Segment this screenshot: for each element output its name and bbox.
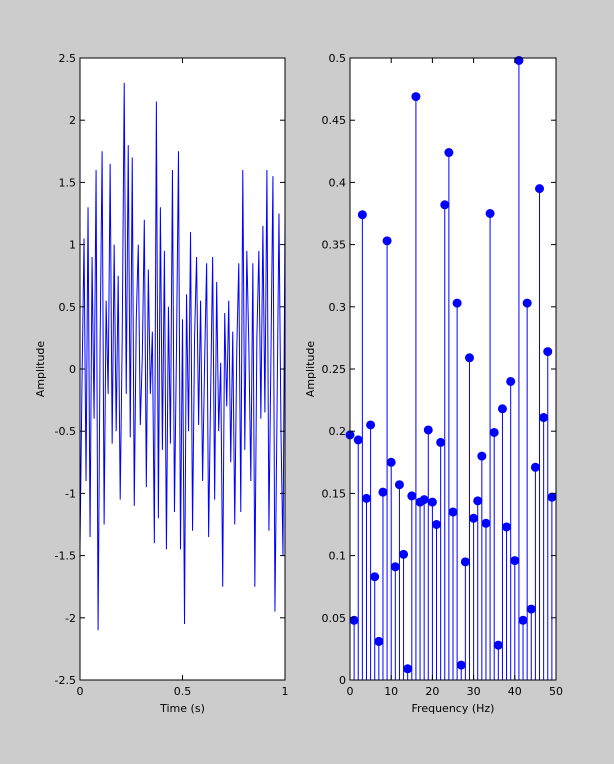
- y-tick-label: -1.5: [55, 550, 76, 563]
- y-tick-label: 1.5: [59, 176, 77, 189]
- y-tick-label: -1: [65, 487, 76, 500]
- x-tick-label: 10: [384, 685, 398, 698]
- stem-marker: [506, 376, 516, 386]
- stem-marker: [502, 522, 512, 532]
- stem-marker: [448, 507, 458, 517]
- y-tick-label: 0.3: [329, 301, 347, 314]
- stem-marker: [407, 491, 417, 501]
- stem-marker: [357, 210, 367, 220]
- stem-marker: [543, 347, 553, 357]
- stem-marker: [432, 520, 442, 529]
- stem-marker: [436, 437, 446, 447]
- stem-marker: [390, 562, 400, 572]
- y-axis-label: Amplitude: [34, 341, 47, 398]
- x-tick-label: 50: [549, 685, 563, 698]
- stem-marker: [374, 636, 384, 646]
- stem-marker: [469, 513, 479, 523]
- stem-marker: [485, 209, 495, 218]
- stem-marker: [489, 427, 499, 437]
- y-tick-label: 2.5: [59, 52, 77, 65]
- stem-marker: [530, 462, 540, 472]
- x-tick-label: 0.5: [174, 685, 192, 698]
- stem-marker: [493, 640, 503, 650]
- stem-marker: [361, 493, 371, 503]
- stem-marker: [366, 420, 376, 430]
- stem-marker: [403, 664, 413, 674]
- time-domain-plot: 0 0.5 1 -2.5 -2 -1.5 -1 -0.5 0 0.5 1 1.5 2 2.5 Time (s…: [34, 52, 289, 715]
- y-tick-label: -2: [65, 612, 76, 625]
- stem-marker: [370, 572, 380, 582]
- y-tick-label: 0.2: [329, 425, 347, 438]
- y-tick-label: 0.45: [322, 114, 347, 127]
- frequency-stem-plot: 0 10 20 30 40 50 0 0.05 0.1 0.15 0.2 0.25 0.3 0.35 0.4…: [304, 52, 563, 715]
- y-tick-label: 0.5: [59, 301, 77, 314]
- stem-marker: [473, 496, 483, 506]
- x-tick-label: 1: [282, 685, 289, 698]
- y-tick-label: -2.5: [55, 674, 76, 687]
- x-tick-label: 40: [508, 685, 522, 698]
- y-tick-label: 0.15: [322, 487, 347, 500]
- y-tick-label: -0.5: [55, 425, 76, 438]
- y-axis-label: Amplitude: [304, 341, 317, 398]
- stem-marker: [522, 298, 532, 308]
- stem-marker: [518, 615, 528, 625]
- stem-marker: [378, 487, 388, 497]
- stem-marker: [394, 480, 404, 490]
- y-tick-label: 2: [69, 114, 76, 127]
- stem-marker: [547, 492, 557, 502]
- stem-marker: [535, 184, 545, 194]
- stem-marker: [477, 451, 487, 461]
- y-tick-label: 0.25: [322, 363, 347, 376]
- y-tick-label: 0: [69, 363, 76, 376]
- signal-line: [79, 82, 286, 631]
- stem-marker: [452, 298, 462, 308]
- stem-marker: [444, 148, 454, 158]
- stem-marker: [423, 425, 433, 435]
- x-axis-label: Time (s): [159, 702, 205, 715]
- stem-marker: [497, 404, 507, 414]
- x-tick-label: 30: [467, 685, 481, 698]
- stem-marker: [411, 92, 421, 102]
- y-tick-label: 0.35: [322, 239, 347, 252]
- x-tick-label: 20: [425, 685, 439, 698]
- stem-marker: [510, 556, 520, 566]
- x-axis-label: Frequency (Hz): [412, 702, 495, 715]
- stem-marker: [526, 604, 536, 614]
- stem-marker: [460, 557, 470, 567]
- stem-marker: [481, 518, 491, 528]
- x-tick-label: 0: [77, 685, 84, 698]
- stem-marker: [539, 413, 549, 423]
- y-tick-label: 0.05: [322, 612, 347, 625]
- y-tick-label: 0.4: [329, 176, 347, 189]
- stem-marker: [353, 435, 363, 445]
- x-tick-label: 0: [347, 685, 354, 698]
- stem-marker: [382, 236, 392, 246]
- stem-marker: [427, 497, 437, 507]
- y-tick-label: 1: [69, 239, 76, 252]
- stem-marker: [440, 200, 450, 210]
- y-tick-label: 0: [339, 674, 346, 687]
- y-tick-label: 0.5: [329, 52, 347, 65]
- stem-marker: [464, 353, 474, 363]
- stem-marker: [456, 660, 466, 670]
- stem-marker: [399, 549, 409, 559]
- stem-marker: [386, 457, 396, 467]
- stem-marker: [419, 495, 429, 505]
- y-tick-label: 0.1: [329, 550, 347, 563]
